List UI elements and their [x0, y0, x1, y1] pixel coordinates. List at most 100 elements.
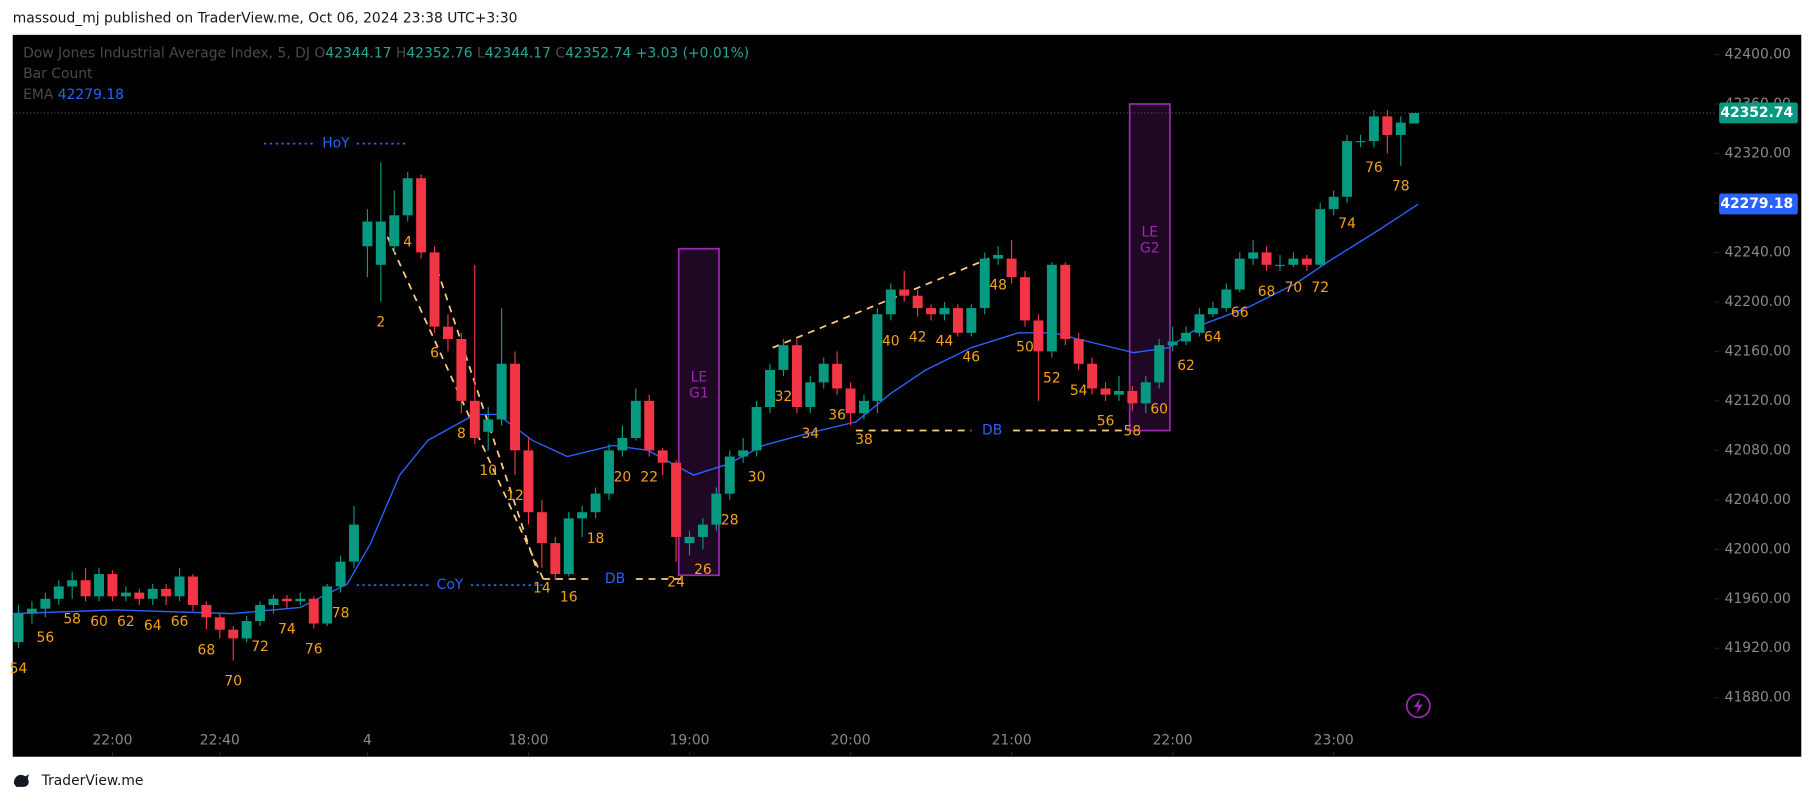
candle-body — [13, 613, 24, 643]
lightning-button[interactable] — [1405, 693, 1431, 719]
candle-body — [563, 518, 574, 575]
c-label: C — [555, 45, 565, 61]
price-badge — [1719, 102, 1798, 124]
candle-body — [456, 339, 467, 401]
bar-count: 62 — [1177, 358, 1195, 374]
candle-body — [711, 493, 722, 525]
bar-count: 26 — [694, 562, 712, 578]
level-label: CoY — [437, 577, 464, 593]
candle-body — [174, 576, 185, 597]
candle-body — [255, 604, 266, 622]
x-tick-label: 20:00 — [831, 733, 871, 749]
bar-count: 54 — [1070, 383, 1088, 399]
candle-body — [1301, 258, 1312, 265]
candle-body — [53, 586, 64, 599]
bar-count: 56 — [1097, 414, 1115, 430]
candle-body — [1221, 289, 1232, 309]
bar-count: 16 — [560, 589, 578, 605]
candle-body — [644, 400, 655, 451]
bar-count: 34 — [801, 426, 819, 442]
bar-count: 60 — [1150, 401, 1168, 417]
candle-body — [604, 450, 614, 494]
candle-body — [281, 598, 292, 602]
y-tick-label: 42320.00 — [1725, 145, 1791, 161]
candle-body — [993, 254, 1004, 259]
bar-count: 66 — [171, 614, 189, 630]
candle-body — [630, 400, 641, 438]
bar-count: 78 — [1392, 179, 1410, 195]
bar-count: 42 — [909, 330, 927, 346]
candle-body — [1033, 320, 1044, 352]
candle-body — [1288, 258, 1299, 265]
candle-body — [335, 561, 346, 587]
candle-body — [697, 524, 708, 537]
candle-body — [523, 450, 534, 513]
level-label: HoY — [322, 136, 350, 152]
bar-count: 22 — [640, 469, 658, 485]
l-label: L — [477, 45, 485, 61]
bar-count: 70 — [224, 673, 242, 689]
candle-body — [187, 576, 198, 605]
candle-body — [738, 450, 749, 457]
brand-logo — [13, 774, 29, 787]
bar-count: 72 — [251, 639, 269, 655]
candle-body — [402, 178, 413, 216]
brand: TraderView.me — [41, 773, 144, 789]
candle-body — [845, 388, 856, 414]
bar-count: 58 — [63, 612, 81, 628]
candle-body — [858, 400, 869, 414]
bar-count: 74 — [1338, 216, 1356, 232]
x-tick-label: 22:40 — [200, 733, 240, 749]
bar-count: 38 — [855, 432, 873, 448]
price-badge-label: 42279.18 — [1720, 196, 1793, 212]
candle-body — [1073, 339, 1084, 364]
candle-body — [1020, 277, 1030, 321]
symbol: Dow Jones Industrial Average Index, 5, D… — [23, 45, 310, 61]
candle-body — [832, 363, 843, 389]
candle-body — [1248, 252, 1259, 259]
candle-body — [214, 617, 225, 630]
bar-count: 24 — [667, 574, 685, 590]
bar-count: 62 — [117, 614, 135, 630]
candle-body — [496, 363, 507, 420]
bar-count: 46 — [962, 349, 980, 365]
candle-body — [791, 345, 802, 408]
candle-body — [805, 382, 816, 408]
candle-body — [268, 598, 279, 605]
candle-body — [1315, 209, 1326, 265]
candle-body — [94, 574, 105, 597]
box-label: G2 — [1140, 241, 1160, 257]
candle-body — [1368, 116, 1379, 142]
candle-body — [684, 536, 695, 544]
price-badge — [1719, 193, 1798, 215]
candle-body — [751, 407, 762, 451]
candle-body — [979, 258, 990, 309]
candle-body — [1087, 363, 1098, 389]
y-tick-label: 42400.00 — [1725, 47, 1791, 63]
candle-body — [550, 543, 561, 575]
candle-body — [765, 369, 775, 408]
x-tick-label: 18:00 — [508, 733, 548, 749]
ema-legend: EMA 42279.18 — [23, 87, 124, 103]
candle-body — [1181, 332, 1192, 342]
candle-body — [1127, 390, 1138, 404]
candle-body — [362, 221, 373, 247]
candle-body — [657, 450, 668, 463]
candle-body — [899, 289, 910, 296]
box-label: LE — [691, 369, 708, 385]
bar-count: 58 — [1124, 424, 1142, 440]
y-tick-label: 42240.00 — [1725, 244, 1791, 260]
ema-label: EMA — [23, 87, 54, 103]
bar-count: 8 — [457, 426, 466, 442]
change: +3.03 (+0.01%) — [636, 45, 749, 61]
bar-count: 64 — [1204, 330, 1222, 346]
candle-body — [67, 580, 78, 587]
ema-value: 42279.18 — [58, 87, 124, 103]
c: 42352.74 — [565, 45, 631, 61]
candle-body — [429, 252, 440, 327]
candle-body — [818, 363, 829, 383]
candle-body — [1006, 258, 1017, 278]
bar-count: 70 — [1285, 280, 1303, 296]
candle-body — [201, 604, 212, 618]
